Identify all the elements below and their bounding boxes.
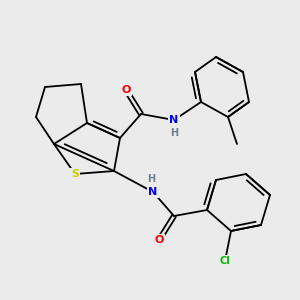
Text: N: N [169,115,178,125]
Text: H: H [170,128,179,139]
Text: O: O [154,235,164,245]
Text: O: O [121,85,131,95]
Text: S: S [71,169,79,179]
Text: H: H [147,173,156,184]
Text: N: N [148,187,158,197]
Text: Cl: Cl [220,256,230,266]
